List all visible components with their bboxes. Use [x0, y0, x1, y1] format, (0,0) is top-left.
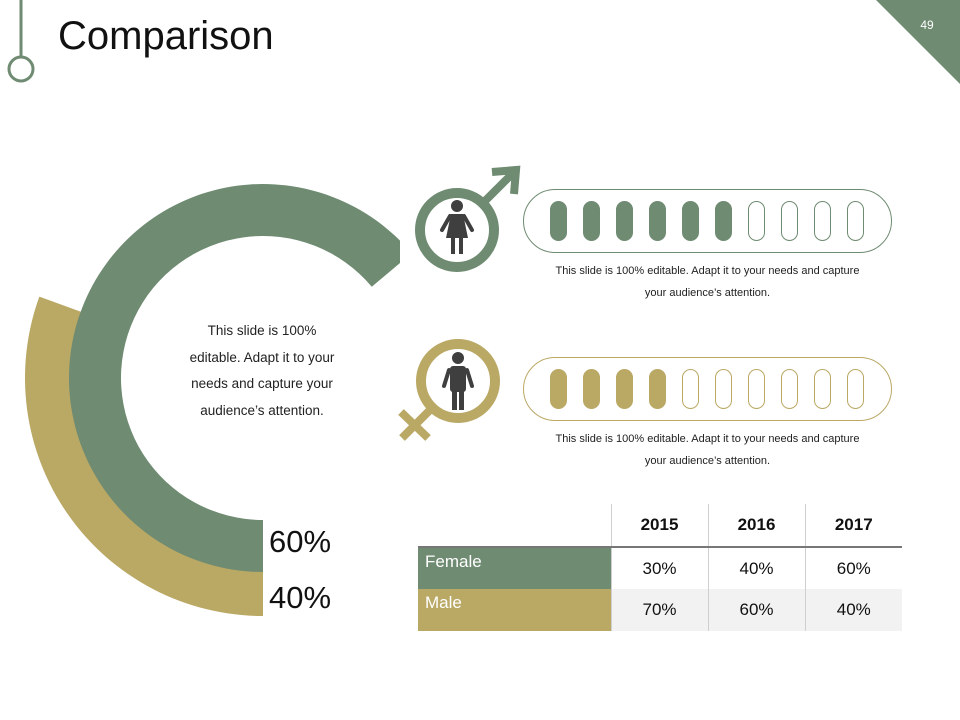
female-caption: This slide is 100% editable. Adapt it to…	[523, 260, 892, 304]
table-header-blank	[418, 504, 611, 547]
male-caption-line2: your audience’s attention.	[644, 455, 771, 467]
gauge-pill-filled	[616, 369, 633, 409]
green-ring-arc	[69, 184, 400, 572]
pin-decoration	[7, 0, 35, 83]
female-symbol-icon	[415, 165, 521, 272]
gauge-pill-filled	[649, 369, 666, 409]
gauge-pill-filled	[583, 201, 600, 241]
gauge-pill-empty	[847, 369, 864, 409]
gauge-pill-empty	[715, 369, 732, 409]
gauge-pill-empty	[814, 369, 831, 409]
gauge-pill-filled	[649, 201, 666, 241]
gauge-pill-filled	[616, 201, 633, 241]
table-header-2015: 2015	[610, 504, 708, 547]
page-title: Comparison	[58, 14, 274, 58]
female-caption-line2: your audience’s attention.	[644, 287, 771, 299]
table-row: Female 30% 40% 60%	[418, 546, 902, 589]
row-label-male: Male	[418, 589, 611, 631]
gauge-pill-filled	[550, 369, 567, 409]
male-caption-line1: This slide is 100% editable. Adapt it to…	[555, 433, 860, 445]
table-cell: 60%	[707, 589, 805, 631]
table-cell: 70%	[610, 589, 708, 631]
slide-number: 49	[920, 18, 934, 32]
ring-chart	[24, 184, 400, 616]
table-cell: 40%	[707, 546, 805, 589]
gauge-pill-empty	[847, 201, 864, 241]
gauge-pill-filled	[550, 201, 567, 241]
gauge-pill-empty	[814, 201, 831, 241]
green-percentage-label: 60%	[269, 524, 332, 559]
table-cell: 40%	[804, 589, 902, 631]
table-header-row: 2015 2016 2017	[418, 504, 902, 547]
ring-description: This slide is 100% editable. Adapt it to…	[189, 323, 335, 418]
gauge-pill-empty	[781, 369, 798, 409]
female-gauge	[523, 189, 892, 253]
gauge-pill-empty	[748, 369, 765, 409]
female-caption-line1: This slide is 100% editable. Adapt it to…	[555, 265, 860, 277]
table-cell: 30%	[610, 546, 708, 589]
gauge-pill-empty	[781, 201, 798, 241]
male-gauge	[523, 357, 892, 421]
gauge-pill-filled	[715, 201, 732, 241]
gauge-pill-filled	[682, 201, 699, 241]
gauge-pill-empty	[748, 201, 765, 241]
comparison-table: 2015 2016 2017 Female 30% 40% 60% Male 7…	[418, 504, 902, 631]
table-header-2017: 2017	[804, 504, 902, 547]
male-caption: This slide is 100% editable. Adapt it to…	[523, 428, 892, 472]
row-label-female: Female	[418, 546, 611, 589]
corner-triangle	[876, 0, 960, 84]
table-row: Male 70% 60% 40%	[418, 589, 902, 631]
male-symbol-icon	[398, 339, 500, 441]
gold-ring-arc	[24, 296, 263, 616]
gold-percentage-label: 40%	[269, 580, 332, 615]
male-gauge-pills	[550, 369, 864, 409]
female-gauge-pills	[550, 201, 864, 241]
table-cell: 60%	[804, 546, 902, 589]
gauge-pill-empty	[682, 369, 699, 409]
gauge-pill-filled	[583, 369, 600, 409]
table-header-2016: 2016	[707, 504, 805, 547]
